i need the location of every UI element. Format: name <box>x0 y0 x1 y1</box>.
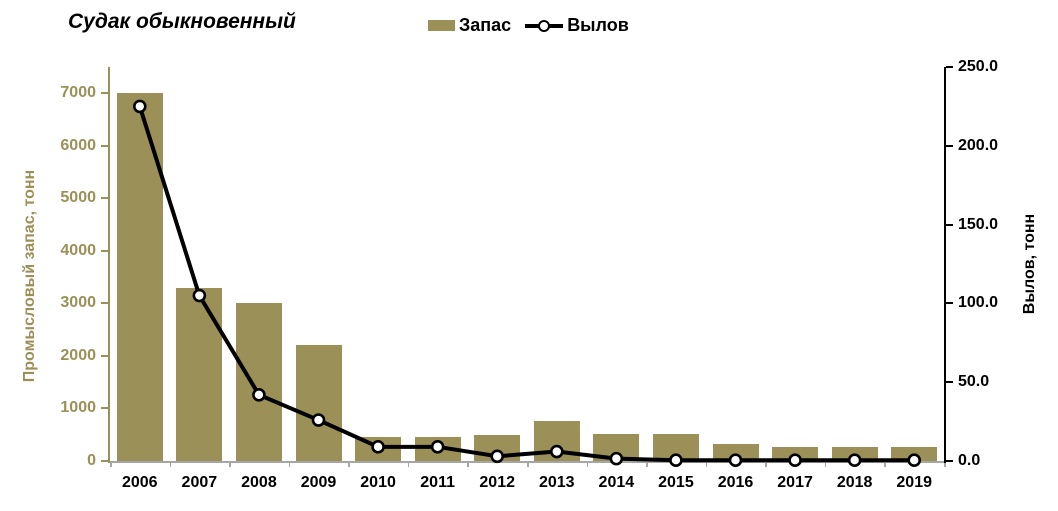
category-axis-tick <box>884 461 886 467</box>
category-label-2010: 2010 <box>360 474 396 491</box>
right-axis-tick <box>946 460 953 462</box>
right-axis-title: Вылов, тонн <box>1021 213 1038 315</box>
left-axis-tick <box>101 460 108 462</box>
bar-2013 <box>533 420 580 461</box>
left-axis-tick-label: 1000 <box>60 399 96 417</box>
left-axis-tick <box>101 302 108 305</box>
legend-label-catch: Вылов <box>567 15 629 35</box>
right-axis-tick-label: 0.0 <box>958 452 981 469</box>
right-axis-tick <box>946 381 953 384</box>
category-axis-tick <box>229 461 231 467</box>
right-axis-tick <box>946 144 953 147</box>
category-label-2009: 2009 <box>300 474 337 491</box>
bar-swatch-icon <box>428 20 455 31</box>
bar-2014 <box>593 434 640 461</box>
right-axis-tick-label: 150.0 <box>958 215 999 233</box>
legend-item-stock: Запас <box>428 15 511 36</box>
category-axis-tick <box>407 461 410 467</box>
bar-2007 <box>176 287 223 461</box>
category-axis-tick <box>824 461 827 467</box>
category-axis-tick <box>646 461 648 467</box>
bar-2009 <box>295 345 342 461</box>
bar-2006 <box>116 93 163 461</box>
chart-title: Судак обыкновенный <box>68 10 296 33</box>
left-axis-tick-label: 5000 <box>60 189 96 207</box>
left-axis-tick-label: 0 <box>87 452 96 469</box>
right-axis-tick <box>946 302 953 305</box>
category-label-2006: 2006 <box>121 474 158 491</box>
left-axis-tick-label: 4000 <box>60 241 96 259</box>
category-axis-tick <box>348 461 350 467</box>
category-axis-tick <box>110 461 112 467</box>
bar-2012 <box>474 434 521 461</box>
right-axis-tick-label: 50.0 <box>958 373 990 391</box>
category-axis-tick <box>586 461 589 467</box>
bar-2015 <box>652 433 699 461</box>
left-axis-tick <box>101 92 108 95</box>
line-marker-icon <box>525 19 564 33</box>
left-axis-tick <box>101 354 108 357</box>
left-axis-line <box>108 67 110 463</box>
left-axis-tick-label: 6000 <box>60 136 96 154</box>
category-label-2016: 2016 <box>717 474 754 491</box>
category-axis-tick <box>467 461 469 467</box>
category-axis-tick <box>169 461 172 467</box>
legend: Запас Вылов <box>428 15 629 36</box>
left-axis-tick-label: 3000 <box>60 294 96 312</box>
right-axis-tick-label: 200.0 <box>958 136 999 154</box>
category-axis-tick <box>944 461 946 467</box>
right-axis-tick <box>946 223 953 226</box>
category-axis-tick <box>705 461 708 467</box>
category-label-2014: 2014 <box>598 474 635 491</box>
bar-2019 <box>891 447 938 461</box>
bar-2008 <box>235 303 282 461</box>
bar-2016 <box>712 444 759 461</box>
category-label-2018: 2018 <box>836 474 873 491</box>
left-axis-tick <box>101 249 108 252</box>
category-axis-tick <box>527 461 529 467</box>
bar-2010 <box>355 436 402 461</box>
bar-2011 <box>414 437 461 461</box>
category-label-2012: 2012 <box>479 474 515 491</box>
right-axis-tick-label: 250.0 <box>958 58 999 75</box>
left-axis-tick <box>101 407 108 410</box>
left-axis-tick-label: 7000 <box>60 84 96 102</box>
bar-2018 <box>831 447 878 461</box>
category-label-2007: 2007 <box>181 474 218 491</box>
category-label-2011: 2011 <box>420 474 455 491</box>
legend-label-stock: Запас <box>459 15 512 35</box>
left-axis-tick-label: 2000 <box>60 346 96 364</box>
legend-item-catch: Вылов <box>525 15 629 36</box>
right-axis-tick <box>946 66 953 68</box>
category-axis-tick <box>288 461 291 467</box>
right-axis-line <box>944 67 946 463</box>
category-label-2017: 2017 <box>777 474 813 491</box>
left-axis-tick <box>101 144 108 147</box>
left-axis-tick <box>101 197 108 200</box>
category-label-2013: 2013 <box>538 474 575 491</box>
category-label-2019: 2019 <box>896 474 932 491</box>
category-label-2008: 2008 <box>241 474 277 491</box>
bar-2017 <box>772 447 819 461</box>
category-axis-tick <box>765 461 767 467</box>
right-axis-tick-label: 100.0 <box>958 294 999 312</box>
category-label-2015: 2015 <box>658 474 694 491</box>
